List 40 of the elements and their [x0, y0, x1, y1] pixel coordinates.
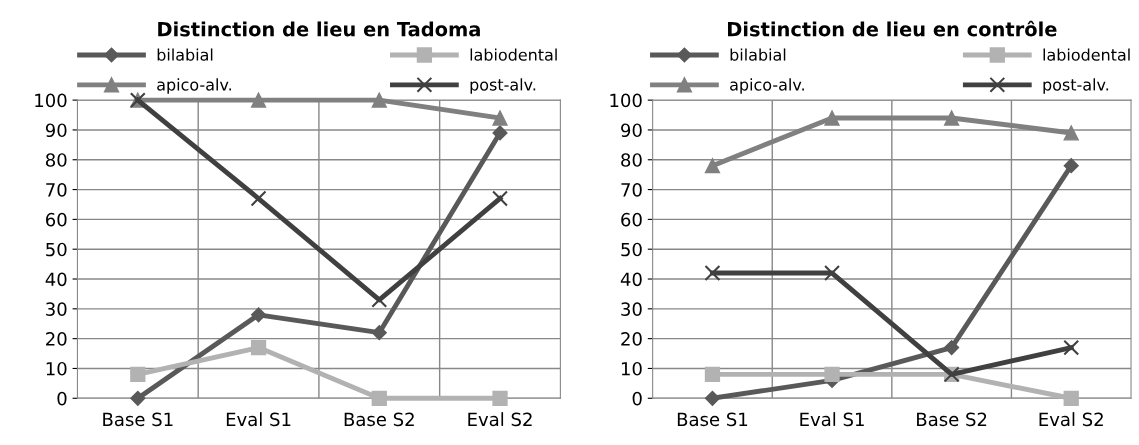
legend-label: labiodental [470, 48, 557, 61]
y-tick-label: 50 [46, 242, 67, 257]
y-tick-label: 10 [46, 361, 67, 376]
y-tick-label: 30 [46, 302, 67, 316]
y-tick-label: 80 [621, 153, 642, 167]
x-tick-label: Base S2 [344, 412, 414, 427]
y-tick-label: 0 [57, 391, 67, 406]
legend-label: post-alv. [470, 78, 536, 94]
x-tick-label: Base S1 [103, 412, 173, 427]
legend-label: bilabial [157, 48, 213, 61]
legend-label: apico-alv. [730, 78, 804, 94]
y-tick-label: 30 [621, 302, 642, 316]
y-tick-label: 50 [621, 242, 642, 257]
y-tick-label: 80 [45, 153, 67, 167]
y-tick-label: 10 [621, 361, 642, 376]
chart-title: Distinction de lieu en contrôle [727, 20, 1057, 37]
legend-label: bilabial [730, 48, 786, 61]
legend-label: apico-alv. [157, 78, 232, 94]
y-tick-label: 0 [632, 391, 642, 406]
y-tick-label: 20 [621, 332, 642, 346]
y-tick-label: 90 [45, 123, 67, 138]
y-tick-label: 60 [621, 212, 642, 227]
y-tick-label: 70 [621, 183, 642, 197]
x-tick-label: Eval S1 [226, 412, 291, 427]
x-tick-label: Base S2 [917, 412, 987, 427]
y-tick-label: 60 [46, 212, 67, 227]
legend-label: post-alv. [1043, 78, 1109, 94]
y-tick-label: 20 [46, 332, 67, 346]
y-tick-label: 100 [610, 93, 642, 108]
y-tick-label: 90 [621, 123, 642, 138]
x-tick-label: Eval S2 [1039, 412, 1103, 427]
y-tick-label: 70 [46, 183, 67, 197]
legend-label: labiodental [1043, 48, 1130, 61]
y-tick-label: 100 [35, 93, 67, 108]
chart-title: Distinction de lieu en Tadoma [158, 21, 480, 37]
x-tick-label: Eval S2 [468, 412, 532, 427]
y-tick-label: 40 [620, 272, 642, 287]
x-tick-label: Eval S1 [800, 412, 864, 427]
y-tick-label: 40 [45, 272, 67, 287]
x-tick-label: Base S1 [677, 412, 748, 427]
